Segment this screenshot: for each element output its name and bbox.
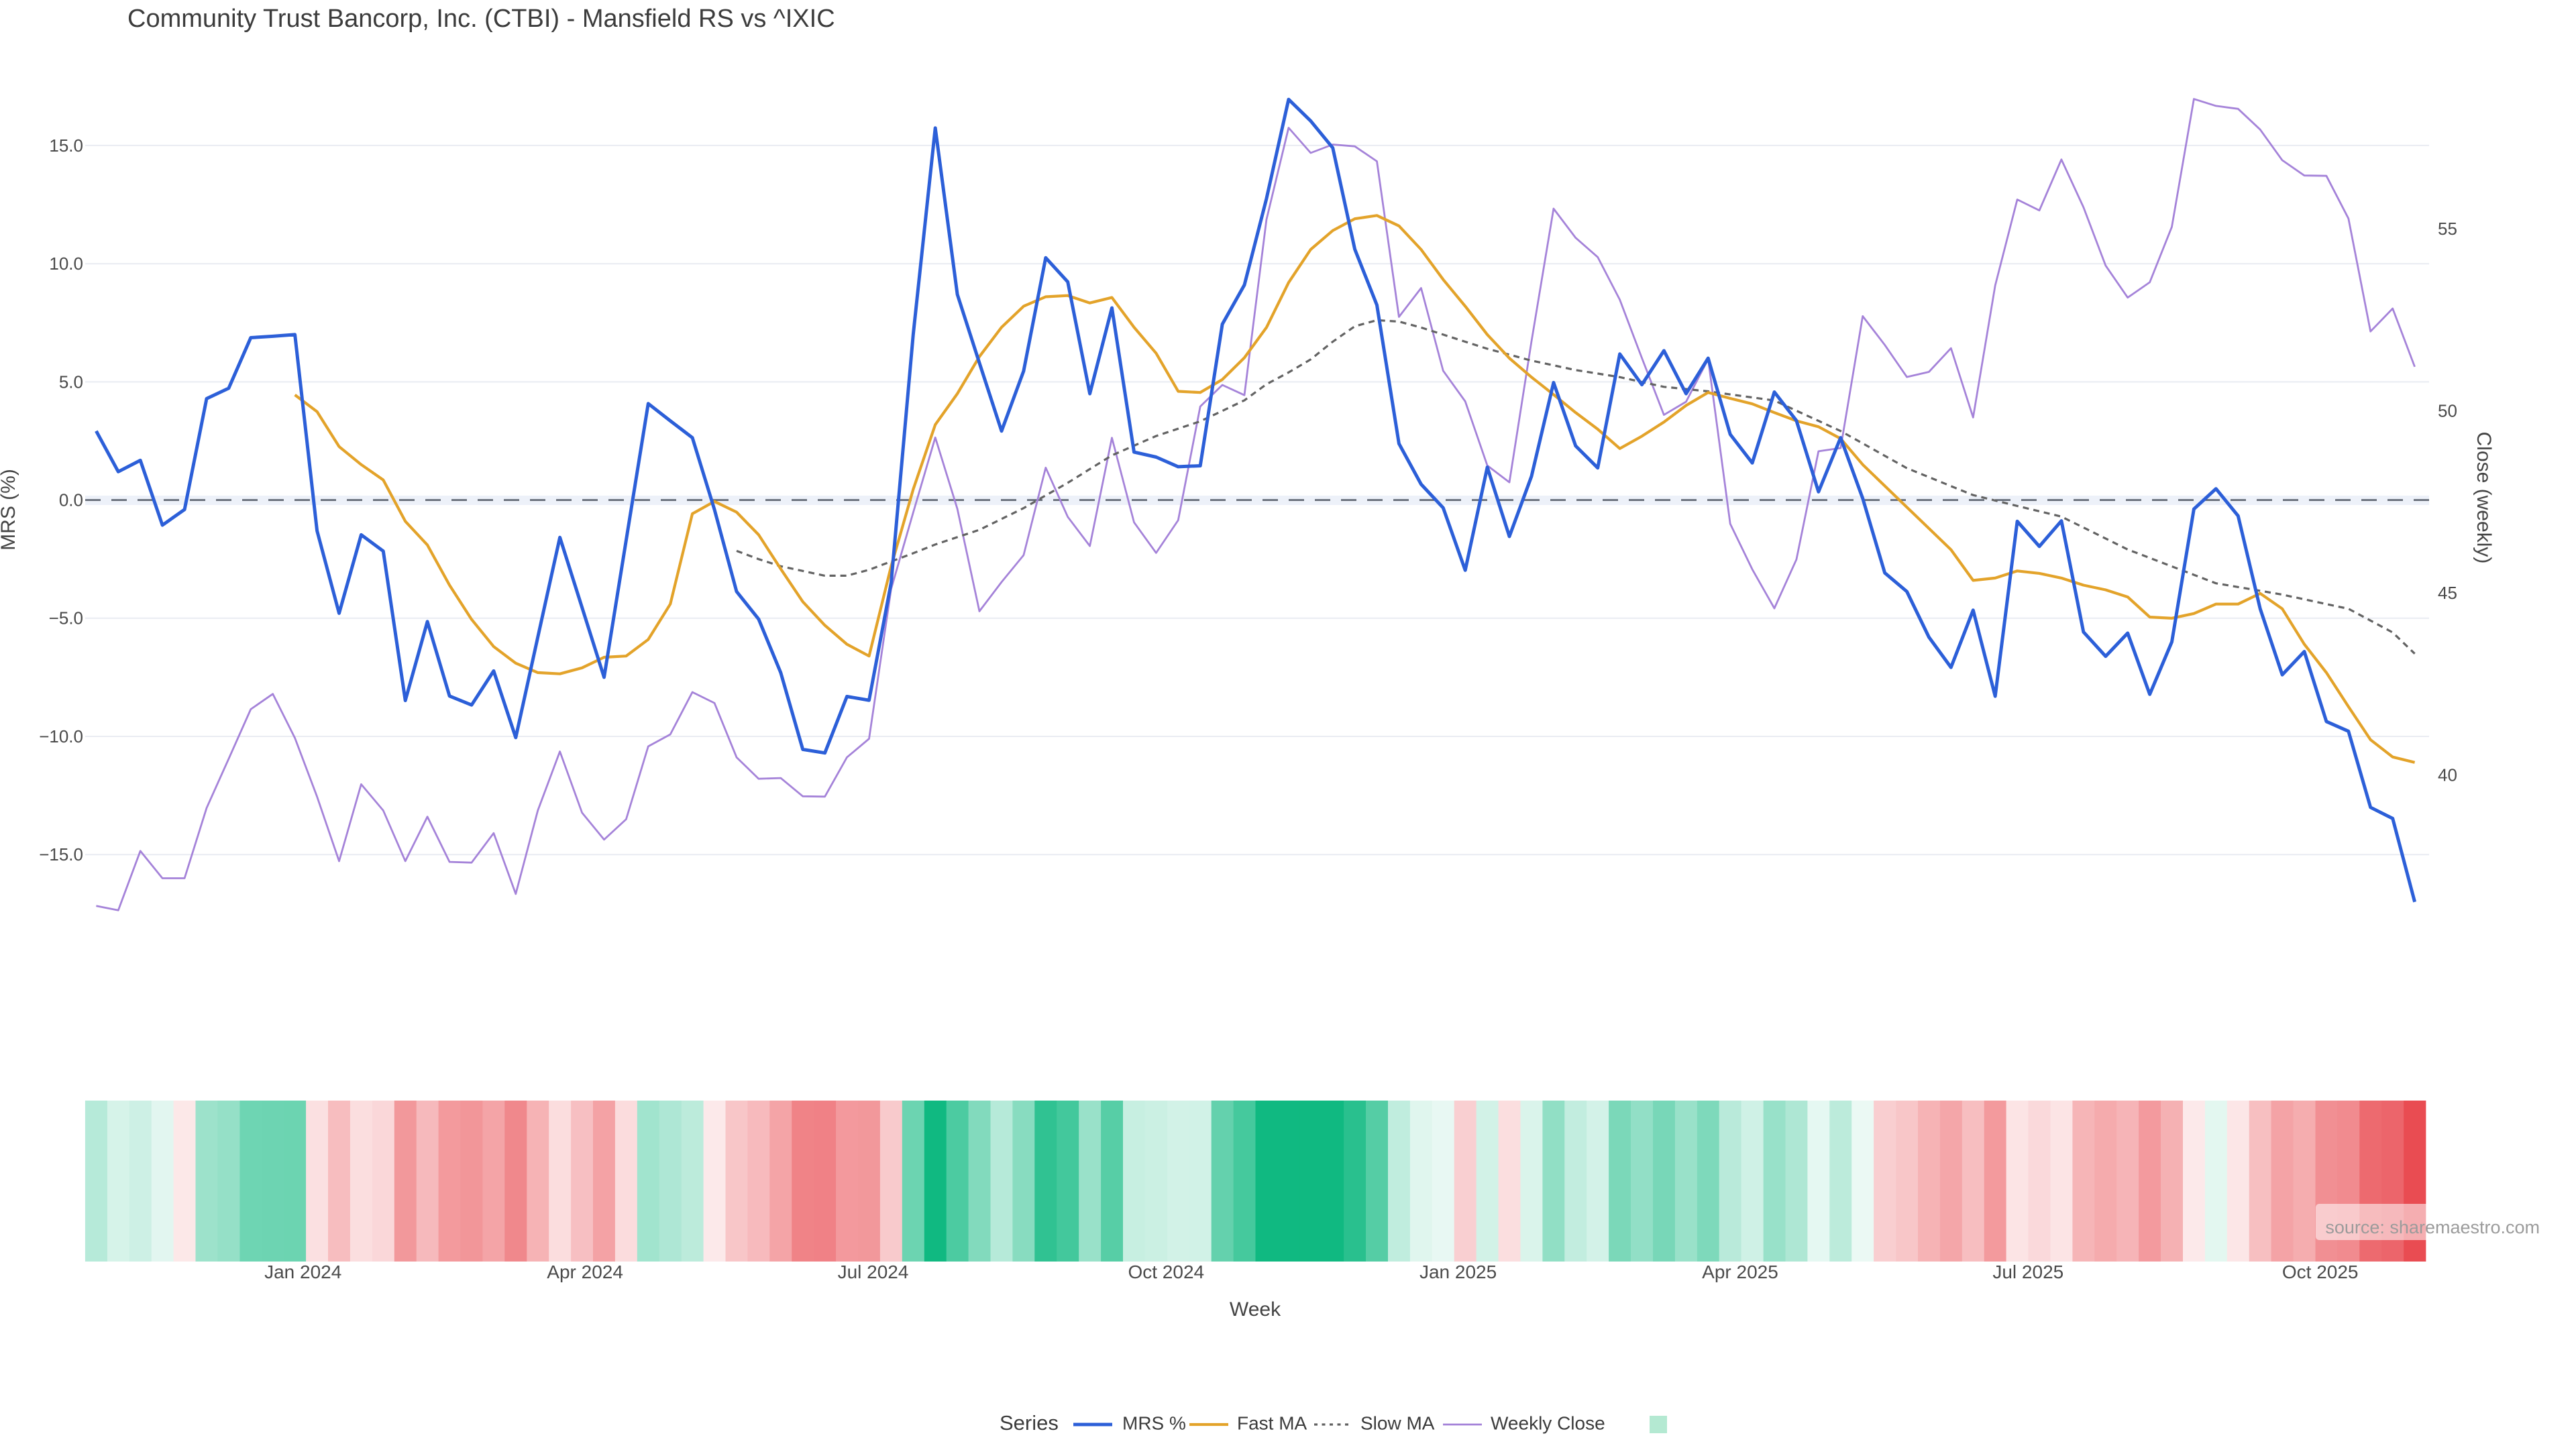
svg-text:5.0: 5.0 — [59, 372, 83, 392]
svg-text:Oct 2024: Oct 2024 — [1128, 1262, 1204, 1282]
svg-text:Series: Series — [1000, 1411, 1059, 1435]
svg-text:Slow MA: Slow MA — [1360, 1412, 1435, 1433]
svg-text:Week: Week — [1230, 1298, 1281, 1321]
svg-text:Apr 2024: Apr 2024 — [547, 1262, 623, 1282]
svg-text:Jul 2025: Jul 2025 — [1992, 1262, 2063, 1282]
svg-text:Weekly Close: Weekly Close — [1491, 1412, 1605, 1433]
svg-text:Jul 2024: Jul 2024 — [838, 1262, 909, 1282]
svg-text:MRS (%): MRS (%) — [0, 469, 19, 551]
svg-text:−5.0: −5.0 — [49, 608, 83, 628]
svg-text:Apr 2025: Apr 2025 — [1702, 1262, 1778, 1282]
svg-text:−15.0: −15.0 — [39, 844, 83, 864]
svg-text:50: 50 — [2438, 400, 2457, 421]
svg-text:40: 40 — [2438, 765, 2457, 785]
svg-text:Community Trust Bancorp, Inc.: Community Trust Bancorp, Inc. (CTBI) - M… — [127, 5, 835, 33]
svg-text:MRS %: MRS % — [1122, 1412, 1186, 1433]
svg-text:0.0: 0.0 — [59, 490, 83, 510]
svg-text:source: sharemaestro.com: source: sharemaestro.com — [2325, 1217, 2540, 1237]
svg-text:Jan 2025: Jan 2025 — [1419, 1262, 1497, 1282]
svg-text:15.0: 15.0 — [49, 135, 83, 156]
svg-text:55: 55 — [2438, 219, 2457, 239]
svg-text:10.0: 10.0 — [49, 254, 83, 274]
svg-text:Close (weekly): Close (weekly) — [2473, 432, 2495, 564]
svg-text:45: 45 — [2438, 583, 2457, 603]
svg-text:Oct 2025: Oct 2025 — [2282, 1262, 2359, 1282]
svg-text:Jan 2024: Jan 2024 — [264, 1262, 341, 1282]
svg-text:Fast MA: Fast MA — [1237, 1412, 1307, 1433]
svg-text:−10.0: −10.0 — [39, 726, 83, 746]
